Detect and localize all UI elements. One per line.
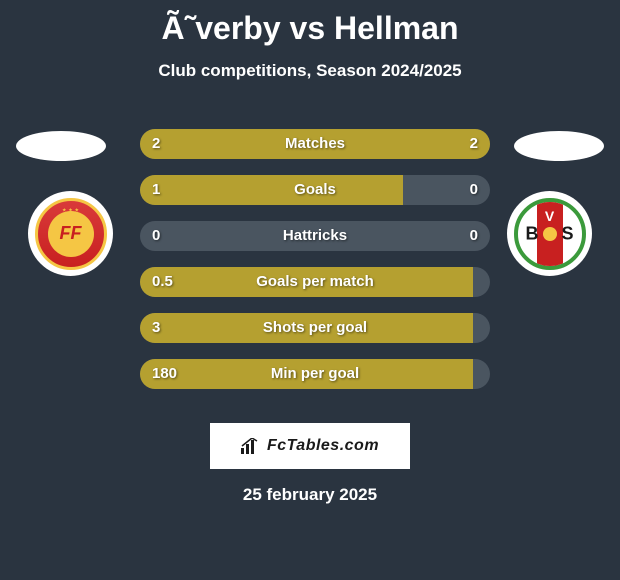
right-ellipse-decor: [514, 131, 604, 161]
stat-row: 00Hattricks: [140, 221, 490, 251]
bis-badge-icon: V B S: [514, 198, 586, 270]
stat-rows-container: 22Matches 10Goals 00Hattricks 0.5Goals per …: [140, 129, 490, 405]
right-team-badge: V B S: [507, 191, 592, 276]
stat-row: 10Goals: [140, 175, 490, 205]
stat-row: 0.5Goals per match: [140, 267, 490, 297]
left-ellipse-decor: [16, 131, 106, 161]
stat-label: Goals per match: [140, 267, 490, 297]
stat-row: 3Shots per goal: [140, 313, 490, 343]
stat-label: Shots per goal: [140, 313, 490, 343]
subtitle: Club competitions, Season 2024/2025: [0, 61, 620, 81]
comparison-chart: ⋆⋆⋆ FF V B S 22Matches 10Goals 00Hattricks…: [0, 111, 620, 411]
page-title: Ã˜verby vs Hellman: [0, 0, 620, 47]
stat-row: 22Matches: [140, 129, 490, 159]
kalmar-badge-icon: ⋆⋆⋆ FF: [35, 198, 107, 270]
branding-box: FcTables.com: [210, 423, 410, 469]
left-team-badge: ⋆⋆⋆ FF: [28, 191, 113, 276]
stat-row: 180Min per goal: [140, 359, 490, 389]
branding-text: FcTables.com: [267, 437, 379, 455]
chart-icon: [241, 438, 261, 454]
stat-label: Goals: [140, 175, 490, 205]
stat-label: Min per goal: [140, 359, 490, 389]
stat-label: Hattricks: [140, 221, 490, 251]
date-text: 25 february 2025: [0, 485, 620, 505]
stat-label: Matches: [140, 129, 490, 159]
